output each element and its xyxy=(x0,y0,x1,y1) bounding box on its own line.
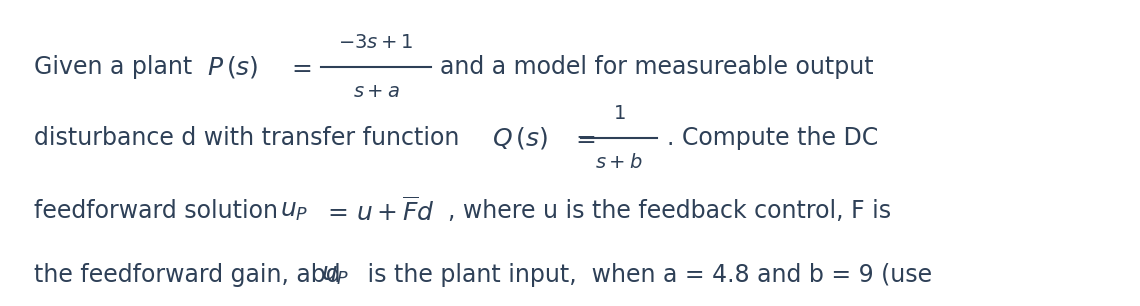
Text: $P\,(s)$: $P\,(s)$ xyxy=(207,54,259,80)
Text: $u + \overline{F}d$: $u + \overline{F}d$ xyxy=(356,197,434,226)
Text: the feedforward gain, abd: the feedforward gain, abd xyxy=(34,263,349,287)
Text: feedforward solution: feedforward solution xyxy=(34,199,286,223)
Text: $Q\,(s)$: $Q\,(s)$ xyxy=(492,125,548,151)
Text: $=$: $=$ xyxy=(287,55,312,79)
Text: $=$: $=$ xyxy=(571,126,596,150)
Text: $s+b$: $s+b$ xyxy=(595,153,643,172)
Text: disturbance d with transfer function: disturbance d with transfer function xyxy=(34,126,467,150)
Text: , where u is the feedback control, F is: , where u is the feedback control, F is xyxy=(448,199,891,223)
Text: is the plant input,  when a = 4.8 and b = 9 (use: is the plant input, when a = 4.8 and b =… xyxy=(360,263,933,287)
Text: $=$: $=$ xyxy=(323,199,348,223)
Text: $s+a$: $s+a$ xyxy=(352,82,400,101)
Text: $u_P$: $u_P$ xyxy=(321,263,350,287)
Text: and a model for measureable output: and a model for measureable output xyxy=(440,55,873,79)
Text: Given a plant: Given a plant xyxy=(34,55,199,79)
Text: $1$: $1$ xyxy=(612,104,626,123)
Text: $-3s+1$: $-3s+1$ xyxy=(339,33,414,52)
Text: $u_P$: $u_P$ xyxy=(280,199,309,223)
Text: . Compute the DC: . Compute the DC xyxy=(667,126,878,150)
